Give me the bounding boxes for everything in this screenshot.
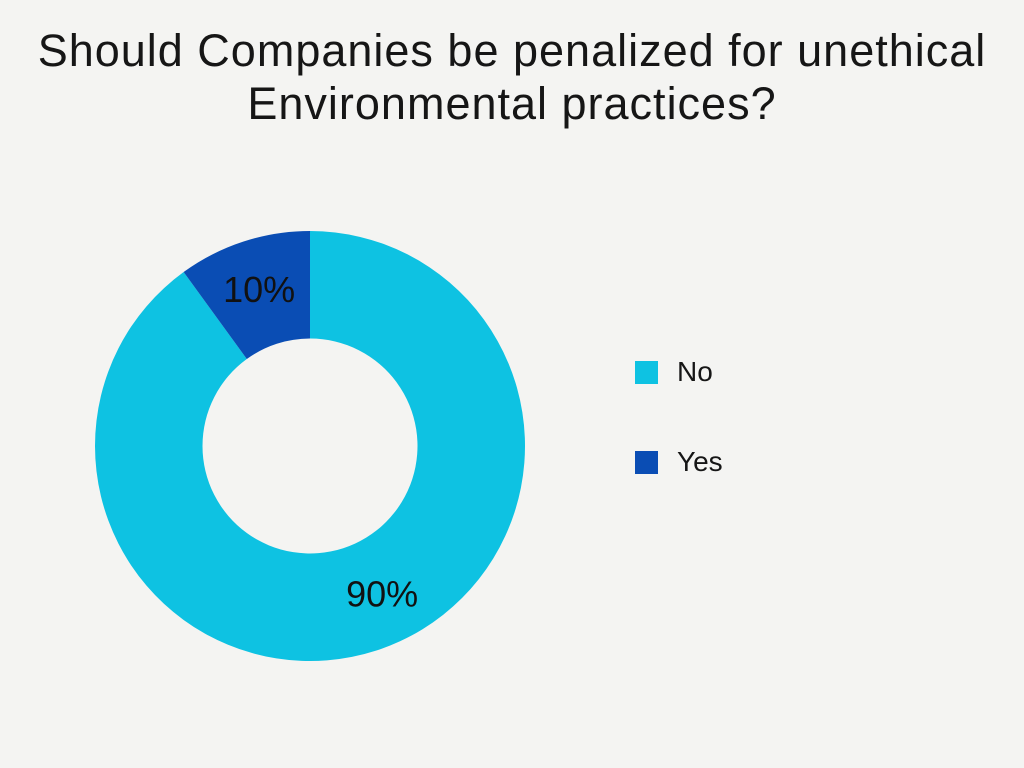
pie-slice-label-yes: 10% (223, 269, 295, 310)
legend-item-yes: Yes (635, 448, 723, 476)
legend-label-yes: Yes (677, 446, 723, 477)
pie-slice-no (95, 231, 525, 661)
donut-chart: 90% 10% (95, 231, 525, 661)
legend-swatch-no (635, 360, 658, 384)
legend-label-no: No (677, 356, 713, 387)
legend-item-no: No (635, 358, 723, 386)
pie-slice-yes (183, 231, 310, 360)
chart-title: Should Companies be penalized for unethi… (37, 25, 987, 129)
legend: No Yes (635, 358, 723, 476)
legend-swatch-yes (635, 450, 658, 474)
pie-slice-label-no: 90% (346, 573, 418, 614)
